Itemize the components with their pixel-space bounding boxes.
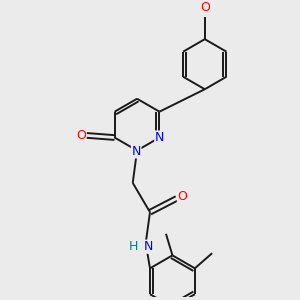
Text: O: O — [177, 190, 187, 203]
Text: H: H — [129, 240, 138, 253]
Text: O: O — [76, 129, 86, 142]
Text: N: N — [155, 131, 164, 144]
Text: O: O — [201, 1, 211, 14]
Text: N: N — [144, 240, 153, 253]
Text: N: N — [131, 145, 141, 158]
